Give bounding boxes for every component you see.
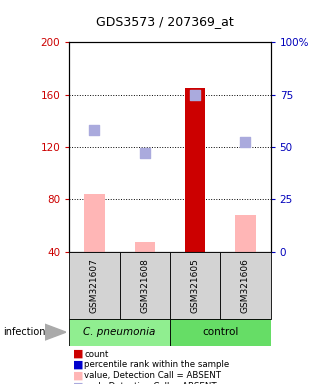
Text: infection: infection: [3, 327, 46, 337]
Point: [192, 91, 198, 98]
Bar: [220, 252, 271, 319]
Text: GSM321608: GSM321608: [140, 258, 149, 313]
Text: GSM321607: GSM321607: [90, 258, 99, 313]
Text: ■: ■: [73, 349, 83, 359]
Bar: [170, 252, 220, 319]
Bar: [84, 194, 105, 252]
Text: GDS3573 / 207369_at: GDS3573 / 207369_at: [96, 15, 234, 28]
Text: ■: ■: [73, 371, 83, 381]
Bar: [69, 319, 170, 346]
Bar: [185, 88, 205, 252]
Point: [92, 127, 97, 133]
Text: rank, Detection Call = ABSENT: rank, Detection Call = ABSENT: [84, 382, 217, 384]
Point: [142, 151, 148, 157]
Text: C. pneumonia: C. pneumonia: [83, 327, 156, 337]
Text: value, Detection Call = ABSENT: value, Detection Call = ABSENT: [84, 371, 221, 380]
Text: GSM321606: GSM321606: [241, 258, 250, 313]
Point: [243, 139, 248, 145]
Text: control: control: [202, 327, 239, 337]
Bar: [235, 215, 255, 252]
Bar: [69, 252, 119, 319]
Bar: [119, 252, 170, 319]
Text: count: count: [84, 349, 109, 359]
Text: GSM321605: GSM321605: [191, 258, 200, 313]
Bar: [135, 242, 155, 252]
Bar: [170, 319, 271, 346]
Text: ■: ■: [73, 360, 83, 370]
Text: percentile rank within the sample: percentile rank within the sample: [84, 360, 229, 369]
Text: ■: ■: [73, 381, 83, 384]
Polygon shape: [45, 324, 66, 340]
